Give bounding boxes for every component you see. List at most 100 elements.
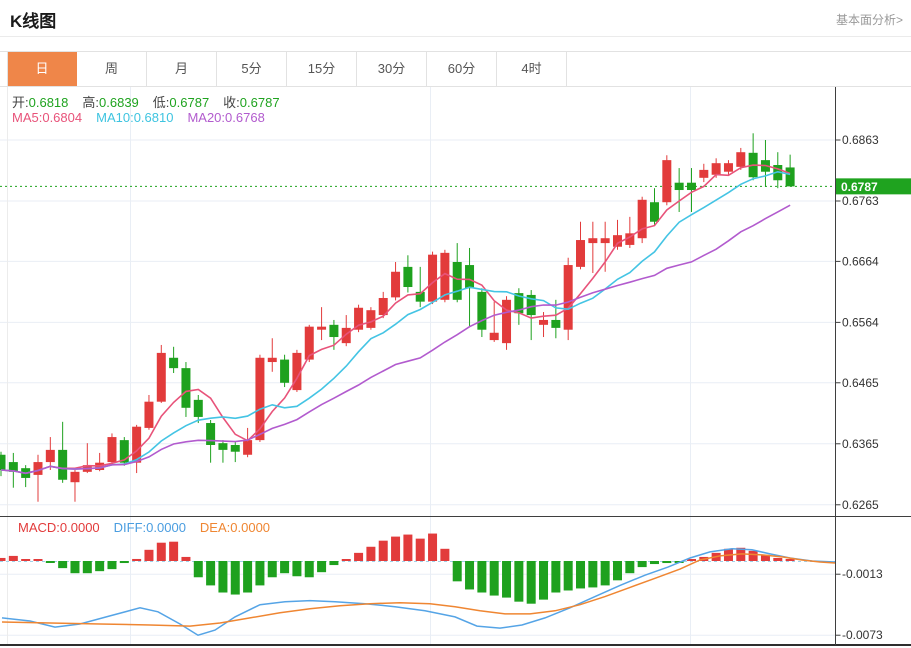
candle[interactable] bbox=[563, 265, 573, 330]
candle[interactable] bbox=[711, 163, 721, 175]
macd-readout: MACD:0.0000 DIFF:0.0000 DEA:0.0000 bbox=[18, 520, 284, 535]
grid bbox=[0, 87, 835, 645]
candle[interactable] bbox=[465, 265, 475, 289]
candle[interactable] bbox=[119, 440, 129, 463]
candle[interactable] bbox=[0, 454, 6, 471]
candle[interactable] bbox=[329, 324, 339, 338]
macd-bar bbox=[452, 561, 462, 582]
tab-month[interactable]: 月 bbox=[147, 52, 217, 86]
macd-bar bbox=[489, 561, 499, 596]
candle[interactable] bbox=[723, 163, 733, 172]
diff-line bbox=[1, 548, 836, 637]
candle[interactable] bbox=[33, 462, 43, 475]
macd-bar bbox=[551, 561, 561, 593]
candle[interactable] bbox=[292, 352, 302, 391]
macd-bar bbox=[428, 533, 438, 561]
candle[interactable] bbox=[107, 437, 117, 463]
candle[interactable] bbox=[736, 152, 746, 167]
tab-m60[interactable]: 60分 bbox=[427, 52, 497, 86]
candle[interactable] bbox=[243, 440, 253, 455]
candle[interactable] bbox=[280, 359, 290, 383]
macd-bar bbox=[230, 561, 240, 595]
candle[interactable] bbox=[132, 426, 142, 463]
macd-histogram bbox=[0, 533, 795, 604]
macd-bar bbox=[465, 561, 475, 590]
candle[interactable] bbox=[206, 423, 216, 445]
candle[interactable] bbox=[230, 445, 240, 452]
candle[interactable] bbox=[440, 252, 450, 300]
candle[interactable] bbox=[699, 169, 709, 178]
tab-h4[interactable]: 4时 bbox=[497, 52, 567, 86]
candle[interactable] bbox=[169, 357, 179, 369]
macd-bar bbox=[391, 536, 401, 561]
candle[interactable] bbox=[551, 319, 561, 328]
candle[interactable] bbox=[600, 238, 610, 244]
candle[interactable] bbox=[218, 443, 228, 450]
candle[interactable] bbox=[785, 167, 795, 187]
candle[interactable] bbox=[403, 266, 413, 288]
last-price-badge-label: 0.6787 bbox=[841, 180, 878, 194]
fundamental-analysis-link[interactable]: 基本面分析> bbox=[835, 13, 903, 27]
candle[interactable] bbox=[477, 291, 487, 330]
candle[interactable] bbox=[341, 327, 351, 344]
candle[interactable] bbox=[58, 449, 68, 480]
candle[interactable] bbox=[8, 462, 18, 472]
candle[interactable] bbox=[662, 160, 672, 203]
candle[interactable] bbox=[452, 262, 462, 300]
macd-axis-label: -0.0013 bbox=[842, 567, 883, 581]
candle[interactable] bbox=[378, 297, 388, 316]
tab-m5[interactable]: 5分 bbox=[217, 52, 287, 86]
candle[interactable] bbox=[588, 238, 598, 244]
candle[interactable] bbox=[391, 271, 401, 298]
macd-bar bbox=[686, 559, 696, 561]
tab-day[interactable]: 日 bbox=[7, 52, 77, 86]
candle[interactable] bbox=[686, 182, 696, 191]
candle[interactable] bbox=[317, 326, 327, 330]
candle[interactable] bbox=[428, 254, 438, 302]
candle[interactable] bbox=[70, 471, 80, 483]
candle[interactable] bbox=[144, 401, 154, 428]
macd-bar bbox=[317, 561, 327, 573]
price-axis: 0.6863 0.6763 0.6664 0.6564 0.6465 0.6365 0.62… bbox=[835, 133, 883, 642]
macd-bar bbox=[514, 561, 524, 602]
tab-week[interactable]: 周 bbox=[77, 52, 147, 86]
candle[interactable] bbox=[193, 399, 203, 417]
candle[interactable] bbox=[45, 449, 55, 463]
tab-m15[interactable]: 15分 bbox=[287, 52, 357, 86]
candle[interactable] bbox=[576, 240, 586, 267]
period-tabs: 日周月 5分 15分 30分 60分 4时 bbox=[7, 52, 567, 86]
macd-bar bbox=[341, 559, 351, 561]
ohlc-item: 高:0.6839 bbox=[82, 95, 139, 110]
candle[interactable] bbox=[526, 294, 536, 316]
candle[interactable] bbox=[255, 357, 265, 441]
macd-bar bbox=[8, 555, 18, 561]
macd-bar bbox=[576, 561, 586, 589]
macd-bar bbox=[304, 561, 314, 578]
tab-m30[interactable]: 30分 bbox=[357, 52, 427, 86]
macd-item: MACD:0.0000 bbox=[18, 520, 100, 535]
candle[interactable] bbox=[625, 233, 635, 245]
candle[interactable] bbox=[613, 235, 622, 247]
candle[interactable] bbox=[489, 332, 499, 341]
candle[interactable] bbox=[502, 299, 512, 344]
candle[interactable] bbox=[366, 310, 376, 328]
candle[interactable] bbox=[181, 368, 191, 408]
candle[interactable] bbox=[415, 291, 425, 302]
candle[interactable] bbox=[649, 202, 659, 222]
candle[interactable] bbox=[637, 199, 647, 239]
candles bbox=[0, 133, 795, 502]
macd-bar bbox=[329, 561, 339, 566]
candle[interactable] bbox=[539, 319, 549, 325]
candle[interactable] bbox=[156, 352, 166, 402]
candle[interactable] bbox=[674, 182, 684, 191]
macd-bar bbox=[280, 561, 290, 574]
macd-bar bbox=[613, 561, 622, 581]
price-axis-label: 0.6465 bbox=[842, 376, 879, 390]
candle[interactable] bbox=[354, 307, 364, 330]
candle[interactable] bbox=[267, 357, 277, 363]
candle[interactable] bbox=[514, 293, 524, 314]
candle[interactable] bbox=[304, 326, 314, 360]
page-title: K线图 bbox=[10, 12, 57, 31]
ohlc-item: 开:0.6818 bbox=[12, 95, 69, 110]
